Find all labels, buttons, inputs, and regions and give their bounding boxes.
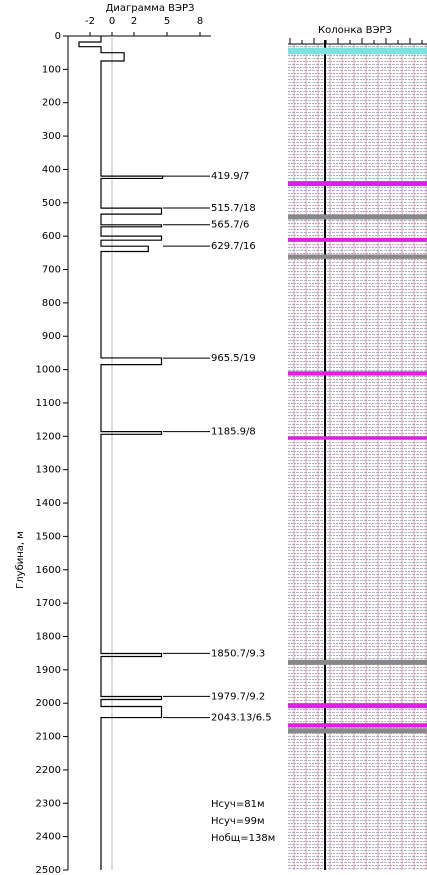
note: Нсуч=99м: [211, 816, 265, 827]
layer: [288, 436, 427, 440]
x-tick-label: 2: [131, 16, 137, 27]
layer: [288, 47, 427, 55]
y-tick-label: 300: [42, 131, 61, 142]
annotation-label: 419.9/7: [211, 171, 249, 182]
y-tick-label: 500: [42, 198, 61, 209]
layer: [288, 181, 427, 187]
annotation-label: 565.7/6: [211, 220, 249, 231]
layer: [288, 703, 427, 709]
y-tick-label: 2500: [36, 865, 61, 875]
y-tick-label: 2300: [36, 798, 61, 809]
y-tick-label: 1800: [36, 631, 61, 642]
y-tick-label: 1400: [36, 498, 61, 509]
lithology-column: [288, 44, 427, 870]
annotation-label: 1850.7/9.3: [211, 648, 265, 659]
x-tick-label: 8: [197, 16, 203, 27]
annotation-label: 515.7/18: [211, 203, 256, 214]
column-title: Колонка ВЭРЗ: [318, 25, 392, 36]
y-tick-label: 1300: [36, 465, 61, 476]
layer: [288, 214, 427, 220]
x-tick-label: 5: [164, 16, 170, 27]
y-tick-label: 400: [42, 164, 61, 175]
y-tick-label: 1500: [36, 531, 61, 542]
layer: [288, 728, 427, 734]
annotation-label: 1979.7/9.2: [211, 691, 265, 702]
note: Нсуч=81м: [211, 799, 265, 810]
y-tick-label: 2200: [36, 765, 61, 776]
y-axis-label: Глубина, м: [15, 531, 26, 589]
y-tick-label: 1100: [36, 398, 61, 409]
layer: [288, 254, 427, 259]
layer: [288, 659, 427, 665]
layer: [288, 723, 427, 728]
y-tick-label: 1700: [36, 598, 61, 609]
annotation-label: 2043.13/6.5: [211, 713, 272, 724]
annotation-label: 965.5/19: [211, 353, 256, 364]
y-tick-label: 900: [42, 331, 61, 342]
annotation-label: 629.7/16: [211, 241, 256, 252]
y-tick-label: 1000: [36, 365, 61, 376]
y-tick-label: 1900: [36, 665, 61, 676]
y-tick-label: 2100: [36, 732, 61, 743]
y-tick-label: 600: [42, 231, 61, 242]
layer: [288, 237, 427, 242]
log-curve: [78, 36, 164, 870]
y-tick-label: 700: [42, 265, 61, 276]
y-tick-label: 200: [42, 98, 61, 109]
x-tick-label: 0: [109, 16, 115, 27]
note: Нобщ=138м: [211, 833, 275, 844]
column-ruler-ticks: [289, 38, 423, 44]
y-tick-label: 1200: [36, 431, 61, 442]
y-tick-label: 100: [42, 64, 61, 75]
y-tick-label: 800: [42, 298, 61, 309]
y-tick-label: 0: [55, 31, 61, 42]
chart-title: Диаграмма ВЭРЗ: [106, 3, 195, 14]
annotation-label: 1185.9/8: [211, 427, 256, 438]
y-tick-label: 1600: [36, 565, 61, 576]
layer: [288, 371, 427, 376]
y-tick-label: 2400: [36, 832, 61, 843]
y-tick-label: 2000: [36, 698, 61, 709]
x-tick-label: -2: [85, 16, 95, 27]
